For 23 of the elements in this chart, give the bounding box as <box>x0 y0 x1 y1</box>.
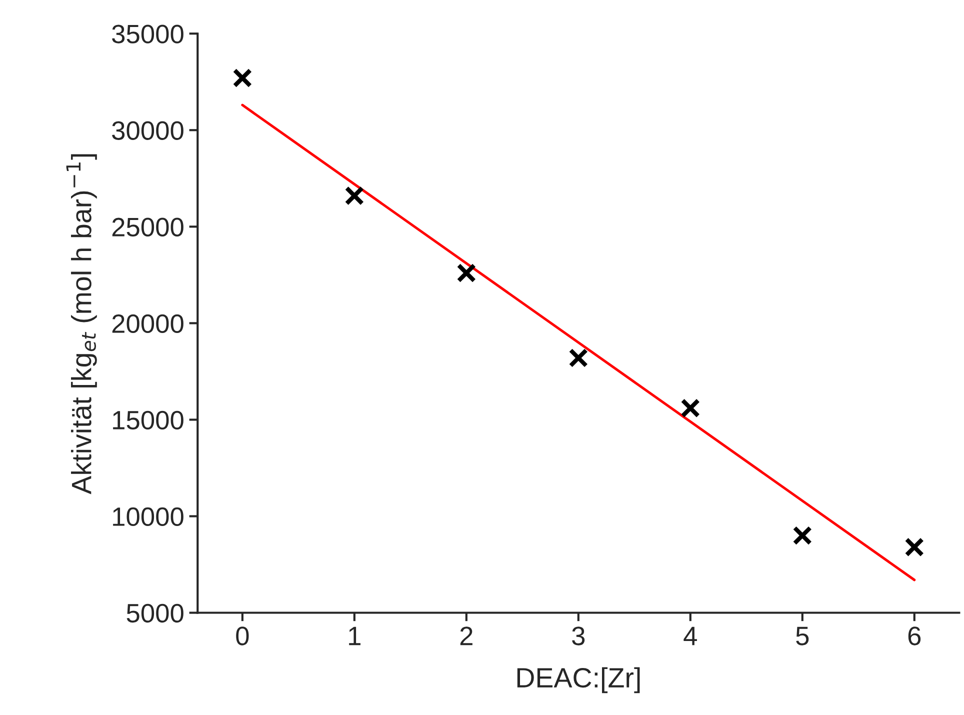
x-tick-label: 5 <box>796 626 809 646</box>
x-tick-label: 0 <box>236 626 249 646</box>
point <box>792 526 812 546</box>
y-tick-label: 35000 <box>112 24 184 44</box>
y-tick-label: 20000 <box>112 314 184 333</box>
point <box>568 348 588 368</box>
x-axis-title: DEAC:[Zr] <box>517 667 640 694</box>
y-axis-title: Aktivität [kg$_{et}$ (mol h bar)$^{−1}$] <box>66 154 97 494</box>
y-tick-label: 30000 <box>112 121 184 140</box>
y-tick-label: 25000 <box>112 218 184 236</box>
y-tick-label: 5000 <box>126 604 184 623</box>
x-tick-label: 2 <box>460 626 472 646</box>
point <box>344 186 364 206</box>
y-tick-label: 15000 <box>113 410 184 430</box>
point <box>680 398 700 418</box>
point <box>456 263 476 283</box>
x-tick-label: 1 <box>349 626 360 646</box>
y-tick-label: 10000 <box>113 507 184 526</box>
x-tick-label: 6 <box>908 626 921 646</box>
point <box>904 537 924 557</box>
x-tick-label: 3 <box>572 626 585 646</box>
point <box>232 68 252 88</box>
x-tick-label: 4 <box>684 626 697 646</box>
